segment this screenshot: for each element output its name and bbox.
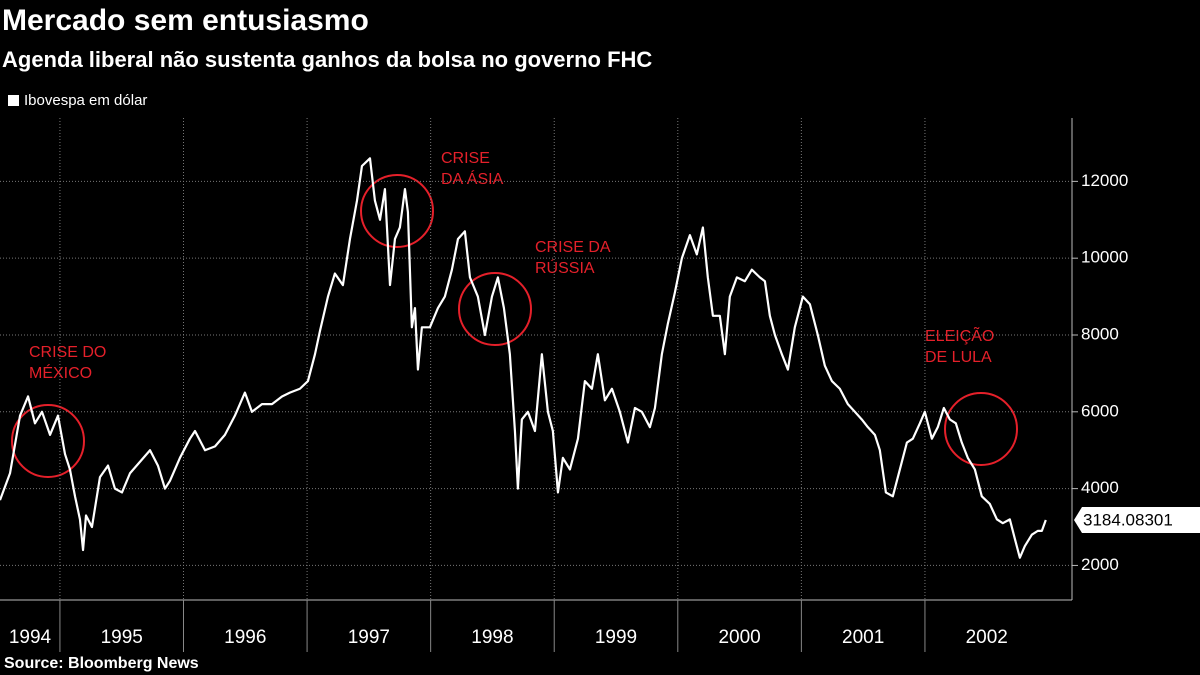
x-tick-label: 1996: [224, 627, 266, 648]
legend-label: Ibovespa em dólar: [24, 92, 147, 109]
annotation: RÚSSIA: [535, 258, 595, 277]
source: Source: Bloomberg News: [4, 655, 199, 672]
annotation: DE LULA: [925, 349, 992, 366]
x-tick-label: 1999: [595, 627, 637, 648]
series-line: [0, 157, 1047, 559]
y-tick-label: 10000: [1081, 248, 1128, 267]
x-tick-label: 2001: [842, 627, 884, 648]
y-tick-label: 6000: [1081, 401, 1119, 420]
last-value-label: 3184.08301: [1083, 510, 1173, 529]
legend-swatch: [8, 95, 19, 106]
y-tick-label: 8000: [1081, 324, 1119, 343]
x-tick-label: 1998: [471, 627, 513, 648]
annotation: MÉXICO: [29, 363, 92, 382]
annotation: CRISE DO: [29, 344, 106, 361]
annotation: CRISE: [441, 150, 490, 167]
chart-subtitle: Agenda liberal não sustenta ganhos da bo…: [2, 47, 652, 72]
annotation: CRISE DA: [535, 239, 611, 256]
x-tick-label: 1995: [101, 627, 143, 648]
x-tick-label: 1994: [9, 627, 52, 648]
y-tick-label: 4000: [1081, 478, 1119, 497]
annotation-circle: [11, 404, 85, 478]
x-tick-label: 1997: [348, 627, 390, 648]
y-tick-label: 2000: [1081, 555, 1119, 574]
chart-title: Mercado sem entusiasmo: [2, 4, 369, 37]
annotation: ELEIÇÃO: [925, 325, 994, 345]
x-tick-label: 2002: [966, 627, 1008, 648]
annotation-circle: [944, 392, 1018, 466]
last-value-box: [1074, 506, 1200, 533]
annotation: DA ÁSIA: [441, 169, 504, 188]
x-tick-label: 2000: [718, 627, 760, 648]
annotations: CRISE DO MÉXICO CRISE DA ÁSIA CRISE DA R…: [11, 150, 1018, 478]
annotation-circle: [360, 174, 434, 248]
annotation-circle: [458, 272, 532, 346]
y-tick-label: 12000: [1081, 171, 1128, 190]
